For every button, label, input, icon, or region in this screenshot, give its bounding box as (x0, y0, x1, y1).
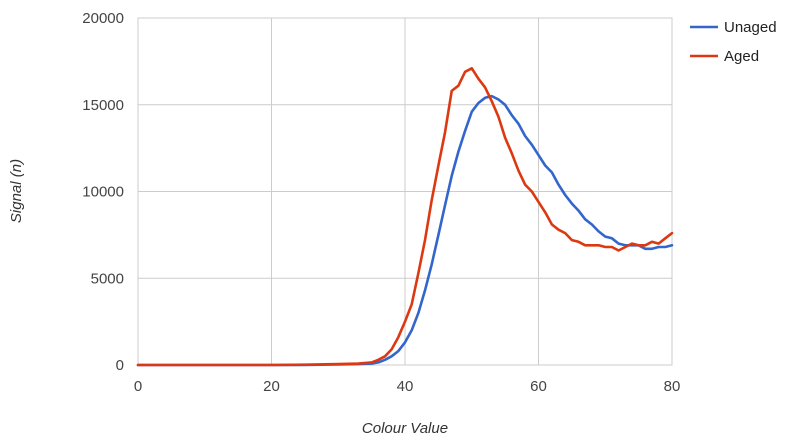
y-tick-label: 10000 (82, 184, 124, 201)
plot-frame (137, 17, 673, 366)
series-lines (136, 67, 674, 367)
y-tick-label: 0 (116, 357, 124, 374)
series-line-unaged (136, 94, 674, 367)
y-tick-label: 5000 (91, 270, 124, 287)
x-tick-label: 0 (134, 378, 142, 395)
y-tick-label: 15000 (82, 97, 124, 114)
y-tick-label: 20000 (82, 10, 124, 27)
x-tick-label: 80 (664, 378, 681, 395)
x-axis-title: Colour Value (362, 420, 448, 437)
series-line-aged (136, 67, 674, 367)
x-tick-label: 60 (530, 378, 547, 395)
gridlines (137, 17, 673, 366)
tick-labels: 0 20 40 60 80 0 5000 10000 15000 20000 (82, 10, 680, 395)
legend-label-aged: Aged (724, 48, 759, 65)
legend: Unaged Aged (690, 19, 777, 65)
x-tick-label: 40 (397, 378, 414, 395)
y-axis-title: Signal (n) (8, 159, 25, 223)
legend-label-unaged: Unaged (724, 19, 777, 36)
x-tick-label: 20 (263, 378, 280, 395)
